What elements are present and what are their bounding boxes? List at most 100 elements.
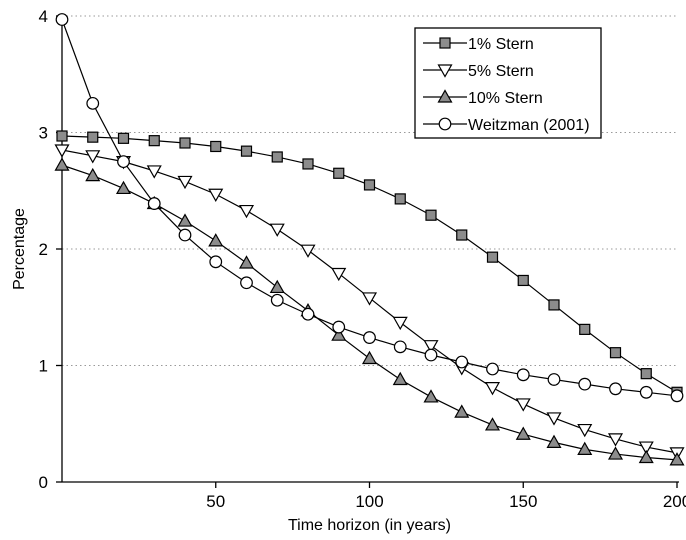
data-point — [87, 131, 99, 143]
legend-marker — [437, 64, 453, 78]
data-point — [579, 323, 591, 335]
x-axis-title: Time horizon (in years) — [288, 517, 451, 534]
x-tick-label: 200 — [663, 492, 686, 511]
data-point — [546, 412, 562, 426]
legend: 1% Stern 5% Stern 10% Stern Weitzman (2001) — [414, 27, 602, 139]
data-point — [454, 404, 470, 418]
data-point — [425, 209, 437, 221]
data-point — [238, 255, 255, 269]
legend-label: Weitzman (2001) — [468, 117, 590, 134]
data-point — [238, 204, 255, 219]
data-point — [578, 377, 592, 391]
data-point — [486, 251, 499, 263]
data-point — [54, 157, 70, 171]
y-tick-label: 2 — [39, 240, 48, 259]
data-point — [486, 362, 499, 376]
data-point — [670, 389, 684, 403]
series-markers — [54, 13, 685, 466]
axes: 0 1 2 3 4 50 100 150 200 — [39, 7, 686, 511]
data-point — [54, 144, 70, 158]
data-point — [85, 167, 101, 182]
data-point — [577, 423, 593, 438]
y-tick-label: 3 — [39, 124, 48, 143]
data-point — [363, 331, 376, 344]
data-point — [361, 292, 378, 306]
data-point — [607, 433, 624, 447]
data-point — [640, 368, 652, 380]
data-point — [332, 320, 346, 334]
data-point — [270, 293, 284, 307]
data-point — [117, 132, 130, 144]
legend-label: 5% Stern — [468, 63, 534, 80]
data-point — [484, 417, 501, 431]
data-point — [209, 255, 223, 269]
legend-label: 1% Stern — [468, 36, 534, 53]
data-point — [609, 382, 622, 396]
data-point — [269, 223, 285, 237]
data-point — [301, 307, 315, 321]
data-point — [394, 193, 406, 205]
data-point — [208, 188, 224, 202]
data-point — [392, 316, 408, 331]
data-point — [363, 179, 376, 191]
data-point — [240, 276, 253, 290]
data-point — [271, 151, 283, 163]
data-point — [393, 340, 407, 354]
data-point — [517, 274, 529, 287]
data-point — [456, 229, 468, 241]
grid-lines — [62, 15, 677, 366]
data-point — [638, 449, 654, 464]
data-point — [331, 267, 347, 282]
legend-marker — [439, 37, 451, 49]
data-point — [147, 197, 161, 210]
x-tick-label: 100 — [355, 492, 383, 511]
data-point — [178, 228, 192, 242]
data-point — [240, 145, 253, 157]
x-tick-label: 50 — [206, 492, 225, 511]
y-tick-label: 1 — [39, 357, 48, 376]
data-point — [423, 340, 439, 354]
data-point — [210, 140, 222, 153]
data-point — [300, 244, 316, 258]
data-point — [516, 368, 530, 382]
data-point — [269, 279, 285, 294]
data-point — [361, 350, 378, 365]
legend-marker — [437, 89, 453, 103]
data-point — [639, 385, 653, 399]
y-axis-title: Percentage — [11, 208, 28, 290]
data-point — [609, 347, 622, 359]
data-point — [547, 373, 561, 386]
data-point — [607, 446, 624, 460]
data-point — [179, 137, 191, 149]
data-point — [515, 398, 531, 412]
data-point — [577, 441, 593, 455]
x-tick-label: 150 — [509, 492, 537, 511]
data-point — [546, 434, 562, 448]
data-point — [85, 150, 101, 164]
y-tick-label: 4 — [39, 7, 48, 26]
data-point — [56, 130, 68, 142]
data-point — [423, 389, 439, 403]
data-point — [333, 167, 345, 179]
data-point — [55, 13, 69, 26]
data-point — [117, 155, 130, 169]
data-point — [638, 441, 654, 455]
data-point — [177, 175, 193, 190]
data-point — [392, 371, 408, 386]
data-point — [146, 165, 162, 179]
data-point — [86, 96, 100, 110]
data-point — [515, 426, 531, 440]
data-point — [148, 135, 160, 147]
data-point — [669, 452, 685, 466]
data-point — [115, 180, 132, 195]
data-point — [484, 382, 501, 396]
y-tick-label: 0 — [39, 473, 48, 492]
data-point — [208, 233, 224, 247]
data-point — [331, 327, 347, 341]
data-point — [424, 348, 438, 362]
data-point — [302, 158, 314, 170]
data-point — [548, 299, 560, 311]
data-point — [177, 213, 193, 227]
